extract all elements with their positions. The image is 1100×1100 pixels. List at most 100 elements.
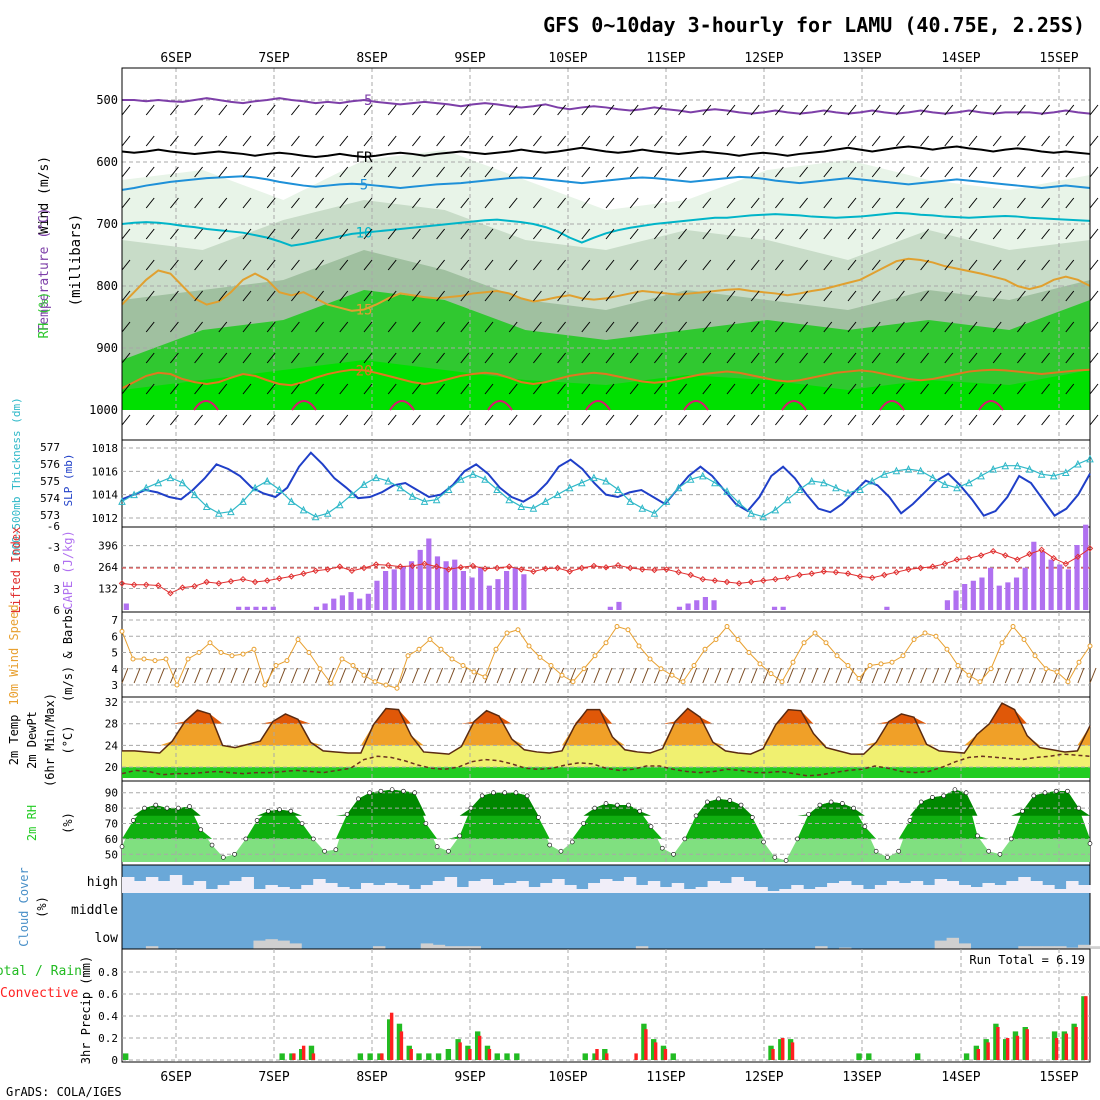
wind-barb bbox=[896, 135, 905, 147]
wind-barb bbox=[460, 352, 470, 364]
high-cloud-gap bbox=[217, 885, 231, 893]
cape-bar bbox=[339, 595, 345, 610]
precip-total-bar bbox=[1012, 1031, 1019, 1060]
wind-barb bbox=[678, 259, 687, 271]
cape-bar bbox=[478, 567, 484, 610]
wind-barb bbox=[1017, 290, 1026, 302]
cape-bar bbox=[348, 592, 354, 610]
wind-barb bbox=[605, 414, 615, 426]
wind-barb bbox=[170, 352, 179, 364]
rh-point bbox=[975, 833, 980, 839]
wind-speed-point bbox=[757, 661, 763, 667]
contour-label: FR bbox=[356, 150, 373, 166]
li-point bbox=[844, 570, 852, 577]
rh-point bbox=[333, 847, 339, 852]
high-cloud-gap bbox=[325, 883, 338, 893]
surface-wind-barb bbox=[968, 667, 976, 684]
wind-barb bbox=[194, 259, 203, 271]
rh-point bbox=[367, 790, 372, 796]
wind-barb bbox=[266, 414, 276, 426]
surface-wind-barb bbox=[617, 667, 625, 684]
precip-convective-bar bbox=[1084, 996, 1088, 1060]
wind-speed-point bbox=[900, 653, 906, 659]
wind-barb bbox=[460, 197, 470, 209]
li-point bbox=[1038, 546, 1045, 554]
rh-shade-95 bbox=[122, 360, 1090, 410]
wind-barb bbox=[315, 166, 324, 178]
high-cloud-gap bbox=[337, 887, 350, 893]
wind-barb bbox=[775, 197, 784, 209]
wind-barb bbox=[266, 104, 276, 116]
wind-barb bbox=[968, 104, 978, 116]
wind-speed-point bbox=[977, 679, 983, 685]
high-cloud-gap bbox=[1042, 885, 1055, 893]
wind-barb bbox=[291, 228, 300, 240]
wind-barb bbox=[823, 383, 833, 395]
cape-bar bbox=[702, 597, 708, 610]
thickness-tick-label: 573 bbox=[40, 509, 60, 522]
li-point bbox=[699, 575, 707, 583]
surface-wind-barb bbox=[774, 667, 782, 684]
cape-bar bbox=[434, 556, 441, 610]
thickness-point bbox=[602, 476, 610, 485]
wind-barb bbox=[1041, 197, 1050, 209]
wind-barb bbox=[145, 135, 155, 147]
wind-barb bbox=[533, 290, 542, 302]
wind-barb bbox=[412, 383, 421, 395]
surface-wind-barb bbox=[811, 667, 819, 684]
wind-barb bbox=[291, 290, 300, 302]
wind-speed-point bbox=[680, 679, 686, 685]
high-cloud-gap bbox=[719, 883, 732, 893]
precip-convective-bar bbox=[1064, 1033, 1069, 1060]
wind-barb bbox=[871, 197, 881, 209]
thickness-point bbox=[650, 509, 659, 517]
high-cloud-gap bbox=[815, 887, 828, 893]
precip-total-bar bbox=[670, 1053, 676, 1060]
surface-wind-barb bbox=[956, 667, 964, 684]
rh-point bbox=[254, 818, 260, 823]
date-label-bottom: 15SEP bbox=[1039, 1070, 1078, 1085]
low-cloud-bar bbox=[456, 946, 470, 949]
surface-wind-barb bbox=[920, 667, 928, 684]
wind-barb bbox=[557, 104, 566, 116]
wind-barb bbox=[1017, 135, 1026, 147]
li-point bbox=[542, 565, 549, 572]
wind-barb bbox=[194, 197, 203, 209]
precip-total-bar bbox=[1071, 1023, 1077, 1060]
wind-speed-point bbox=[724, 624, 730, 629]
wind-barb bbox=[799, 383, 808, 395]
thickness-point bbox=[311, 512, 320, 521]
wind-barb bbox=[654, 352, 663, 364]
li-point bbox=[518, 566, 525, 573]
thickness-point bbox=[1061, 468, 1070, 476]
wind-barb bbox=[1065, 290, 1075, 302]
rh-point bbox=[232, 851, 237, 857]
thickness-point bbox=[759, 512, 768, 521]
wind-speed-point bbox=[702, 646, 708, 652]
wind-barb bbox=[533, 166, 542, 178]
cape-bar bbox=[996, 585, 1002, 610]
surface-wind-barb bbox=[605, 667, 613, 684]
wind-barb bbox=[145, 259, 155, 271]
wind-barb bbox=[605, 383, 615, 395]
high-cloud-gap bbox=[623, 877, 637, 893]
contour-25 bbox=[683, 400, 709, 411]
temp-tick-label: 20 bbox=[105, 761, 118, 774]
low-cloud-bar bbox=[289, 943, 302, 949]
date-label-top: 12SEP bbox=[744, 51, 783, 66]
wind-barb bbox=[484, 383, 494, 395]
cape-tick-label: 264 bbox=[98, 561, 118, 574]
wind-barb bbox=[412, 290, 421, 302]
wind-speed-point bbox=[383, 682, 389, 688]
pressure-tick-label: 1000 bbox=[89, 403, 118, 417]
wind-barb bbox=[823, 197, 833, 209]
precip-frame bbox=[121, 948, 1091, 1063]
li-point bbox=[191, 582, 198, 590]
wind-speed-point bbox=[559, 672, 565, 678]
surface-wind-barb bbox=[242, 667, 250, 684]
li-point bbox=[348, 567, 356, 575]
wind-barb bbox=[1089, 290, 1099, 302]
wind-barb bbox=[145, 414, 155, 426]
thickness-point bbox=[1037, 470, 1046, 478]
contour-5 bbox=[121, 175, 1091, 191]
